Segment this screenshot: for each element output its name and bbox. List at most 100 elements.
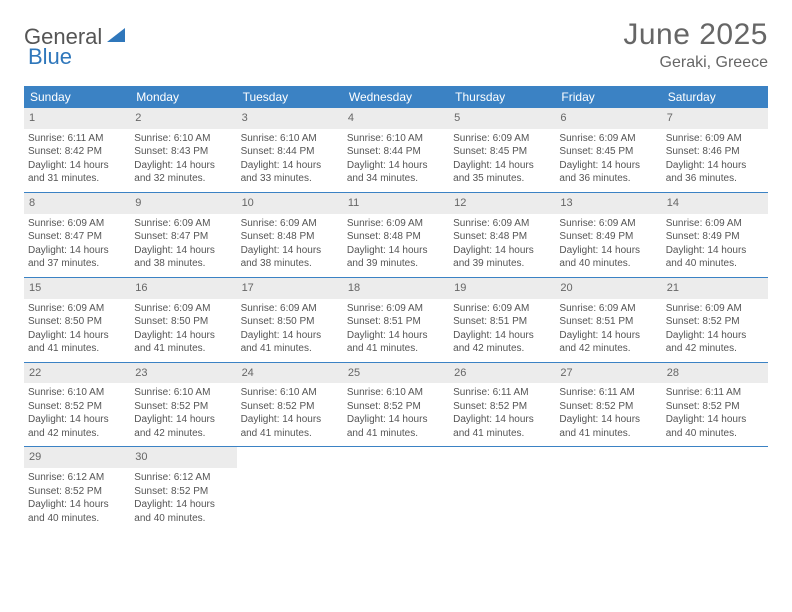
sunrise-text: Sunrise: 6:10 AM <box>28 386 126 400</box>
sunrise-text: Sunrise: 6:09 AM <box>347 217 445 231</box>
sunset-text: Sunset: 8:52 PM <box>134 485 232 499</box>
dayname-wednesday: Wednesday <box>343 86 449 108</box>
sunset-text: Sunset: 8:52 PM <box>666 400 764 414</box>
sunset-text: Sunset: 8:45 PM <box>559 145 657 159</box>
sunset-text: Sunset: 8:52 PM <box>347 400 445 414</box>
day-number: 20 <box>555 278 661 299</box>
day-body: Sunrise: 6:10 AMSunset: 8:52 PMDaylight:… <box>241 386 339 440</box>
daylight-text-2: and 41 minutes. <box>453 427 551 441</box>
day-body: Sunrise: 6:09 AMSunset: 8:48 PMDaylight:… <box>241 217 339 271</box>
sunset-text: Sunset: 8:50 PM <box>134 315 232 329</box>
sunset-text: Sunset: 8:44 PM <box>241 145 339 159</box>
daylight-text-2: and 33 minutes. <box>241 172 339 186</box>
daylight-text: Daylight: 14 hours <box>134 244 232 258</box>
day-body: Sunrise: 6:09 AMSunset: 8:45 PMDaylight:… <box>559 132 657 186</box>
daylight-text: Daylight: 14 hours <box>241 244 339 258</box>
sunset-text: Sunset: 8:42 PM <box>28 145 126 159</box>
day-cell: 28Sunrise: 6:11 AMSunset: 8:52 PMDayligh… <box>662 363 768 447</box>
sunset-text: Sunset: 8:51 PM <box>559 315 657 329</box>
sunrise-text: Sunrise: 6:10 AM <box>241 132 339 146</box>
day-number: 2 <box>130 108 236 129</box>
day-cell <box>449 447 555 531</box>
daylight-text-2: and 40 minutes. <box>134 512 232 526</box>
daylight-text: Daylight: 14 hours <box>666 413 764 427</box>
sunset-text: Sunset: 8:52 PM <box>559 400 657 414</box>
day-number: 3 <box>237 108 343 129</box>
day-body: Sunrise: 6:12 AMSunset: 8:52 PMDaylight:… <box>28 471 126 525</box>
day-body: Sunrise: 6:10 AMSunset: 8:43 PMDaylight:… <box>134 132 232 186</box>
daylight-text: Daylight: 14 hours <box>134 159 232 173</box>
sunset-text: Sunset: 8:49 PM <box>666 230 764 244</box>
day-number: 17 <box>237 278 343 299</box>
day-cell: 12Sunrise: 6:09 AMSunset: 8:48 PMDayligh… <box>449 193 555 277</box>
sunset-text: Sunset: 8:51 PM <box>347 315 445 329</box>
calendar-body: 1Sunrise: 6:11 AMSunset: 8:42 PMDaylight… <box>24 108 768 531</box>
daylight-text: Daylight: 14 hours <box>28 413 126 427</box>
day-body: Sunrise: 6:10 AMSunset: 8:52 PMDaylight:… <box>28 386 126 440</box>
sunrise-text: Sunrise: 6:11 AM <box>453 386 551 400</box>
day-cell: 24Sunrise: 6:10 AMSunset: 8:52 PMDayligh… <box>237 363 343 447</box>
day-number: 13 <box>555 193 661 214</box>
day-cell: 19Sunrise: 6:09 AMSunset: 8:51 PMDayligh… <box>449 278 555 362</box>
daylight-text-2: and 42 minutes. <box>559 342 657 356</box>
day-number: 22 <box>24 363 130 384</box>
day-cell: 7Sunrise: 6:09 AMSunset: 8:46 PMDaylight… <box>662 108 768 192</box>
day-body: Sunrise: 6:09 AMSunset: 8:51 PMDaylight:… <box>453 302 551 356</box>
sunset-text: Sunset: 8:52 PM <box>241 400 339 414</box>
day-cell: 4Sunrise: 6:10 AMSunset: 8:44 PMDaylight… <box>343 108 449 192</box>
day-number: 30 <box>130 447 236 468</box>
day-number: 25 <box>343 363 449 384</box>
sunset-text: Sunset: 8:52 PM <box>666 315 764 329</box>
daylight-text: Daylight: 14 hours <box>241 159 339 173</box>
day-cell: 14Sunrise: 6:09 AMSunset: 8:49 PMDayligh… <box>662 193 768 277</box>
daylight-text: Daylight: 14 hours <box>559 329 657 343</box>
daylight-text: Daylight: 14 hours <box>453 413 551 427</box>
dayname-sunday: Sunday <box>24 86 130 108</box>
location: Geraki, Greece <box>623 54 768 72</box>
sunset-text: Sunset: 8:50 PM <box>28 315 126 329</box>
week-row: 29Sunrise: 6:12 AMSunset: 8:52 PMDayligh… <box>24 447 768 531</box>
daylight-text-2: and 34 minutes. <box>347 172 445 186</box>
daylight-text-2: and 42 minutes. <box>28 427 126 441</box>
day-cell: 6Sunrise: 6:09 AMSunset: 8:45 PMDaylight… <box>555 108 661 192</box>
sunrise-text: Sunrise: 6:11 AM <box>28 132 126 146</box>
sunset-text: Sunset: 8:44 PM <box>347 145 445 159</box>
header: General June 2025 Geraki, Greece <box>24 18 768 72</box>
sunrise-text: Sunrise: 6:09 AM <box>666 217 764 231</box>
daylight-text-2: and 38 minutes. <box>134 257 232 271</box>
sunset-text: Sunset: 8:43 PM <box>134 145 232 159</box>
sunrise-text: Sunrise: 6:09 AM <box>134 217 232 231</box>
dayname-saturday: Saturday <box>662 86 768 108</box>
day-cell <box>237 447 343 531</box>
day-body: Sunrise: 6:09 AMSunset: 8:48 PMDaylight:… <box>347 217 445 271</box>
sunrise-text: Sunrise: 6:12 AM <box>134 471 232 485</box>
dayname-tuesday: Tuesday <box>237 86 343 108</box>
sunrise-text: Sunrise: 6:09 AM <box>134 302 232 316</box>
sunset-text: Sunset: 8:47 PM <box>134 230 232 244</box>
sunrise-text: Sunrise: 6:10 AM <box>347 132 445 146</box>
title-block: June 2025 Geraki, Greece <box>623 18 768 72</box>
day-cell: 10Sunrise: 6:09 AMSunset: 8:48 PMDayligh… <box>237 193 343 277</box>
daylight-text: Daylight: 14 hours <box>347 413 445 427</box>
daylight-text-2: and 42 minutes. <box>666 342 764 356</box>
day-cell <box>662 447 768 531</box>
day-body: Sunrise: 6:09 AMSunset: 8:49 PMDaylight:… <box>559 217 657 271</box>
month-title: June 2025 <box>623 18 768 52</box>
daylight-text: Daylight: 14 hours <box>134 498 232 512</box>
sunrise-text: Sunrise: 6:09 AM <box>241 217 339 231</box>
daylight-text: Daylight: 14 hours <box>347 159 445 173</box>
dayname-thursday: Thursday <box>449 86 555 108</box>
day-number: 14 <box>662 193 768 214</box>
day-number: 11 <box>343 193 449 214</box>
sunrise-text: Sunrise: 6:09 AM <box>28 217 126 231</box>
day-number: 21 <box>662 278 768 299</box>
day-number: 23 <box>130 363 236 384</box>
daylight-text: Daylight: 14 hours <box>28 329 126 343</box>
week-row: 8Sunrise: 6:09 AMSunset: 8:47 PMDaylight… <box>24 193 768 278</box>
day-cell: 30 Sunrise: 6:12 AMSunset: 8:52 PMDayligh… <box>130 447 236 531</box>
sunrise-text: Sunrise: 6:10 AM <box>347 386 445 400</box>
daylight-text: Daylight: 14 hours <box>666 329 764 343</box>
daylight-text-2: and 39 minutes. <box>347 257 445 271</box>
sunrise-text: Sunrise: 6:09 AM <box>347 302 445 316</box>
daylight-text: Daylight: 14 hours <box>666 159 764 173</box>
